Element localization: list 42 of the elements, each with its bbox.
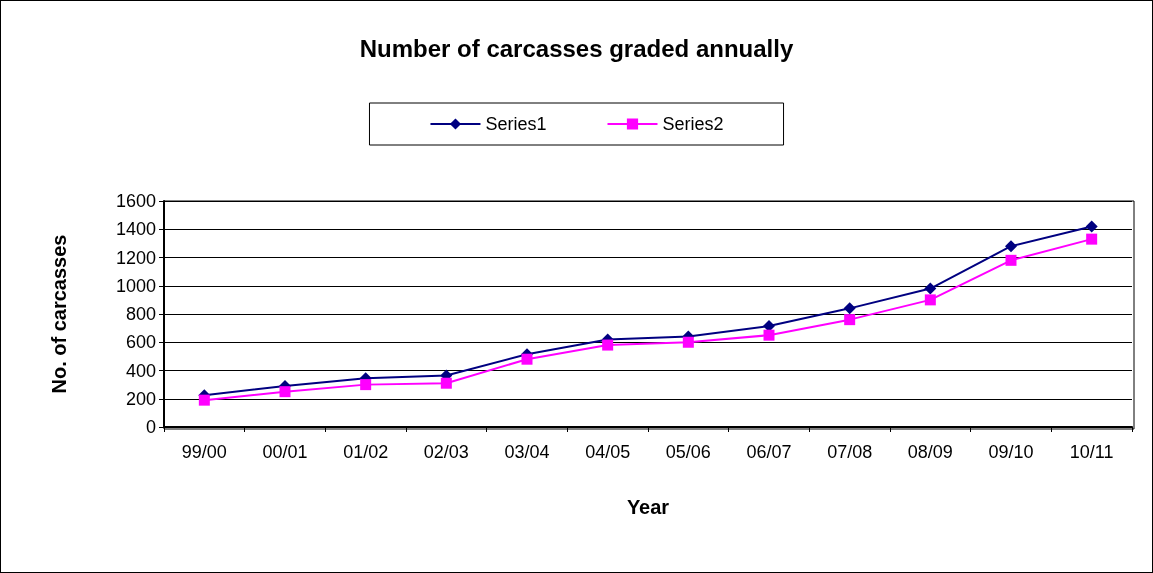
y-tick-label: 800 <box>125 304 156 324</box>
x-tick-label: 10/11 <box>1069 442 1114 462</box>
point <box>682 336 694 348</box>
legend-label: Series2 <box>662 114 724 134</box>
x-tick-label: 08/09 <box>907 442 953 462</box>
legend-label: Series1 <box>485 114 547 134</box>
point <box>844 314 856 326</box>
point <box>1086 233 1098 245</box>
x-tick-label: 09/10 <box>988 442 1034 462</box>
point <box>1005 240 1017 253</box>
x-tick-label: 06/07 <box>746 442 792 462</box>
x-tick-label: 03/04 <box>504 442 550 462</box>
point <box>360 379 372 391</box>
x-tick-label: 01/02 <box>343 442 389 462</box>
y-tick-label: 400 <box>125 360 156 381</box>
x-tick-label: 07/08 <box>827 442 873 462</box>
point <box>1005 254 1017 266</box>
y-tick-label: 1000 <box>115 275 156 296</box>
point <box>1085 220 1098 233</box>
y-tick-label: 0 <box>145 417 156 437</box>
chart-title: Number of carcasses graded annually <box>359 34 794 62</box>
y-tick-label: 1400 <box>115 219 156 240</box>
point <box>279 386 291 398</box>
x-tick-label: 05/06 <box>665 442 711 462</box>
point <box>843 302 856 315</box>
x-tick-label: 02/03 <box>423 442 469 462</box>
x-axis-title: Year <box>626 496 670 518</box>
y-tick-label: 1600 <box>115 191 156 211</box>
point <box>924 282 937 295</box>
x-tick-label: 04/05 <box>585 442 631 462</box>
point <box>602 339 614 351</box>
x-tick-label: 99/00 <box>181 442 227 462</box>
point <box>924 294 936 306</box>
point <box>521 353 533 365</box>
point <box>763 329 775 341</box>
y-tick-label: 1200 <box>115 247 156 268</box>
point <box>440 377 452 389</box>
x-tick-label: 00/01 <box>262 442 308 462</box>
y-axis-title: No. of carcasses <box>48 234 70 394</box>
y-tick-label: 600 <box>125 332 156 353</box>
point <box>198 394 210 406</box>
y-tick-label: 200 <box>125 388 156 409</box>
